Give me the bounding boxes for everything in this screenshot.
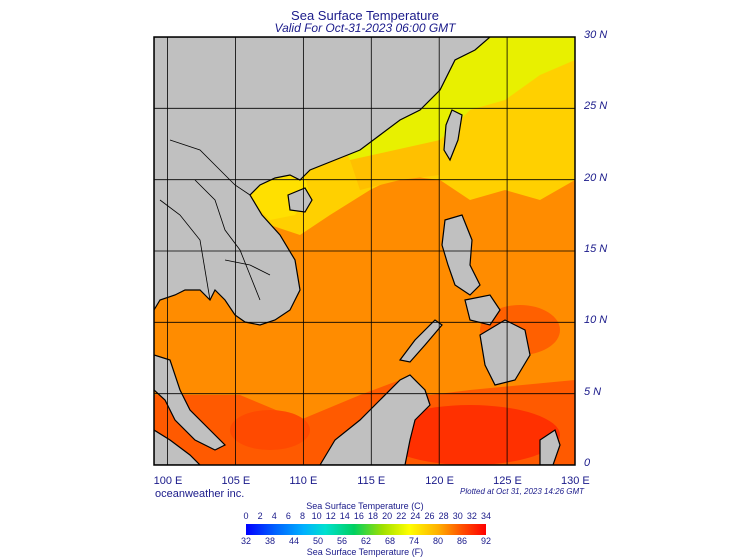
hot-spot-2 (230, 410, 310, 450)
colorbar-tick-celsius: 6 (285, 511, 291, 521)
chart-title: Sea Surface Temperature (291, 8, 439, 23)
colorbar-tick-celsius: 0 (243, 511, 249, 521)
colorbar-title-fahrenheit: Sea Surface Temperature (F) (306, 547, 424, 557)
land-visayas (464, 294, 501, 326)
country-borders (159, 139, 271, 301)
colorbar-tick-celsius: 2 (257, 511, 263, 521)
colorbar-title-celsius: Sea Surface Temperature (C) (306, 501, 424, 511)
latitude-label: 30 N (584, 29, 608, 41)
colorbar-tick-celsius: 10 (311, 511, 322, 521)
land-palawan (398, 319, 443, 363)
colorbar-tick-fahrenheit: 74 (408, 536, 420, 546)
colorbar-tick-fahrenheit: 38 (264, 536, 276, 546)
colorbar-tick-celsius: 12 (325, 511, 336, 521)
colorbar-tick-fahrenheit: 50 (312, 536, 324, 546)
land-luzon (441, 214, 481, 296)
colorbar-tick-celsius: 14 (339, 511, 350, 521)
land-sulawesi (539, 429, 561, 465)
latitude-label: 10 N (584, 314, 608, 327)
land-taiwan (443, 109, 463, 162)
colorbar-tick-celsius: 16 (353, 511, 364, 521)
land-borneo (319, 374, 431, 465)
coolest-water-north (340, 37, 575, 160)
colorbar-tick-fahrenheit: 32 (240, 536, 252, 546)
longitude-label: 115 E (357, 475, 386, 487)
hot-spot-1 (380, 405, 560, 465)
colorbar-tick-celsius: 22 (396, 511, 407, 521)
longitude-label: 105 E (221, 475, 251, 487)
colorbar-tick-celsius: 18 (368, 511, 379, 521)
longitude-label: 100 E (153, 475, 183, 487)
colorbar-tick-fahrenheit: 44 (288, 536, 300, 546)
latitude-label: 5 N (584, 385, 602, 398)
land-mindanao (479, 319, 531, 386)
colorbar-tick-celsius: 28 (438, 511, 449, 521)
colorbar-tick-celsius: 34 (480, 511, 492, 521)
latitude-label: 0 (584, 457, 591, 469)
colorbar-tick-celsius: 32 (466, 511, 477, 521)
credit-text: oceanweather inc. (155, 488, 245, 500)
land (154, 37, 561, 465)
longitude-label: 110 E (289, 475, 318, 487)
latitude-label: 15 N (584, 243, 608, 255)
colorbar-tick-celsius: 24 (410, 511, 421, 521)
colorbar-tick-celsius: 26 (424, 511, 435, 521)
colorbar-tick-celsius: 8 (299, 511, 305, 521)
latitude-label: 25 N (584, 100, 608, 113)
colorbar-tick-fahrenheit: 56 (336, 536, 348, 546)
colorbar-tick-fahrenheit: 92 (480, 536, 492, 546)
colorbar-tick-fahrenheit: 68 (384, 536, 396, 546)
land-hainan (287, 187, 313, 213)
grid-lines (154, 37, 575, 465)
latitude-label: 20 N (584, 171, 608, 184)
colorbar-tick-celsius: 30 (452, 511, 463, 521)
colorbar-tick-celsius: 20 (382, 511, 393, 521)
land-mainland-asia (154, 37, 491, 326)
colorbar-tick-celsius: 4 (271, 511, 277, 521)
plotted-timestamp: Plotted at Oct 31, 2023 14:26 GMT (460, 487, 585, 496)
longitude-label: 125 E (493, 475, 522, 487)
colorbar-tick-fahrenheit: 80 (432, 536, 444, 546)
chart-subtitle: Valid For Oct-31-2023 06:00 GMT (274, 21, 456, 35)
longitude-label: 130 E (561, 475, 590, 487)
longitude-label: 120 E (425, 475, 454, 487)
map-frame (153, 36, 576, 466)
yellow-band-shelf (350, 140, 440, 190)
colorbar (246, 524, 486, 535)
colorbar-tick-fahrenheit: 62 (360, 536, 372, 546)
colorbar-tick-fahrenheit: 86 (456, 536, 468, 546)
land-malay-peninsula (154, 354, 227, 451)
